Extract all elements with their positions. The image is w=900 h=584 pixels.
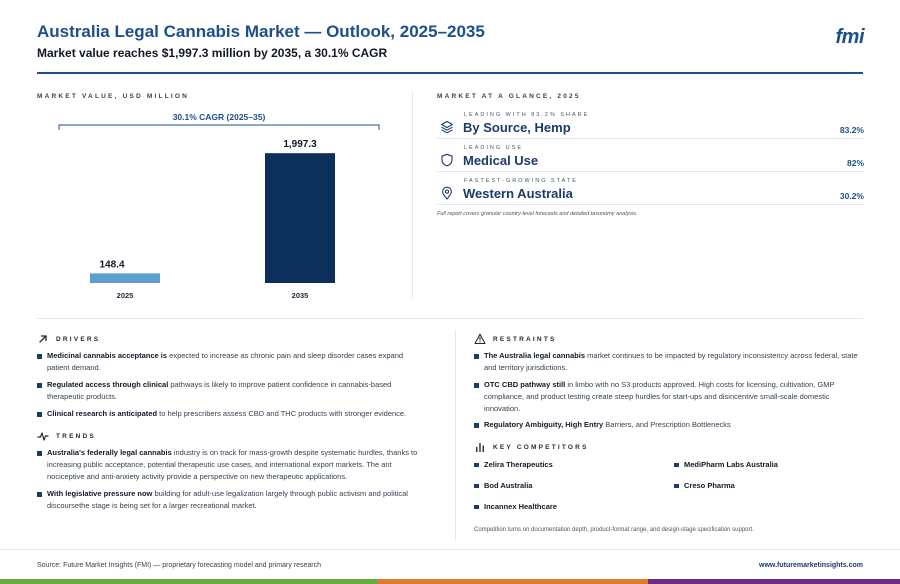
driver-item-text: expected to increase as chronic pain and…	[47, 351, 404, 373]
driver-item: Regulated access through clinical pathwa…	[37, 379, 425, 403]
shield-icon	[441, 153, 453, 167]
restraint-item: Regulatory Ambiguity, High Entry Barrier…	[474, 419, 862, 431]
data-label-2035: 1,997.3	[283, 139, 317, 150]
arrow-up-right-icon	[39, 335, 47, 343]
restraint-item-text: Barriers, and Prescription Bottlenecks	[603, 420, 731, 429]
driver-item-bold: Clinical research is anticipated	[47, 409, 158, 418]
restraint-item-bold: OTC CBD pathway still	[484, 380, 566, 389]
driver-item: Medicinal cannabis acceptance is expecte…	[37, 350, 425, 374]
glance-item-source: LEADING WITH 83.2% SHARE By Source, Hemp…	[437, 108, 864, 139]
bar-2035	[265, 153, 335, 283]
header-divider	[37, 72, 863, 74]
restraints-heading: RESTRAINTS	[474, 333, 557, 345]
trend-item: Australia's federally legal cannabis ind…	[37, 447, 425, 484]
glance-name: By Source, Hemp	[463, 120, 571, 135]
restraint-item-text: in limbo with no S3 products approved. H…	[484, 380, 835, 414]
competitor-item: MediPharm Labs Australia	[674, 460, 778, 469]
glance-value: 30.2%	[839, 191, 864, 201]
trend-item-text: building for adult-use legalization larg…	[47, 489, 408, 511]
trend-item-bold: Australia's federally legal cannabis	[47, 448, 172, 457]
restraint-item: The Australia legal cannabis market cont…	[474, 350, 862, 374]
vertical-divider	[412, 92, 413, 298]
competitors-heading-label: KEY COMPETITORS	[493, 443, 589, 451]
restraints-heading-label: RESTRAINTS	[493, 335, 557, 343]
bar-2025	[90, 273, 160, 283]
trend-item-text: industry is on track for mass-growth des…	[47, 448, 418, 482]
cagr-bracket	[58, 124, 380, 130]
footer-divider	[0, 549, 900, 550]
glance-label: MARKET AT A GLANCE, 2025	[437, 93, 581, 100]
map-pin-icon	[442, 186, 452, 200]
competitor-item: Zelira Therapeutics	[474, 460, 553, 469]
driver-item: Clinical research is anticipated to help…	[37, 408, 425, 420]
restraint-item: OTC CBD pathway still in limbo with no S…	[474, 379, 862, 416]
driver-item-bold: Medicinal cannabis acceptance is	[47, 351, 168, 360]
footer-stripe-green	[0, 579, 378, 584]
page-title: Australia Legal Cannabis Market — Outloo…	[37, 22, 485, 41]
competitor-item: Incannex Healthcare	[474, 502, 557, 511]
glance-kicker: LEADING USE	[464, 145, 523, 151]
competitor-item: Bod Australia	[474, 481, 532, 490]
trend-item: With legislative pressure now building f…	[37, 488, 425, 512]
glance-name: Western Australia	[463, 186, 573, 201]
footer-stripe-orange	[378, 579, 648, 584]
glance-value: 82%	[846, 158, 864, 168]
vertical-divider-lower	[455, 330, 456, 540]
competitors-note: Competition turns on documentation depth…	[474, 527, 754, 533]
x-tick-2025: 2025	[117, 291, 134, 300]
trends-heading: TRENDS	[37, 430, 96, 442]
glance-name: Medical Use	[463, 153, 539, 168]
glance-kicker: LEADING WITH 83.2% SHARE	[464, 112, 590, 118]
competitors-heading: KEY COMPETITORS	[474, 441, 589, 453]
driver-item-text: pathways is likely to improve patient co…	[47, 380, 392, 402]
page-subtitle: Market value reaches $1,997.3 million by…	[37, 46, 388, 60]
glance-kicker: FASTEST-GROWING STATE	[464, 178, 578, 184]
glance-value: 83.2%	[839, 125, 864, 135]
cagr-annotation: 30.1% CAGR (2025–35)	[173, 112, 266, 122]
bar-chart-icon	[476, 443, 484, 452]
fmi-logo[interactable]: fmi	[835, 26, 865, 48]
warning-icon	[474, 333, 486, 345]
data-label-2025: 148.4	[99, 259, 124, 270]
restraint-item-bold: The Australia legal cannabis	[484, 351, 586, 360]
source-note: Source: Future Market Insights (FMI) — p…	[37, 562, 321, 569]
drivers-heading: DRIVERS	[37, 333, 100, 345]
restraint-item-text: market continues to be impacted by regul…	[484, 351, 858, 373]
trends-heading-label: TRENDS	[56, 432, 96, 440]
footer-stripe-purple	[648, 579, 900, 584]
driver-item-text: to help prescribers assess CBD and THC p…	[157, 409, 407, 418]
competitor-item: Creso Pharma	[674, 481, 735, 490]
trend-pulse-icon	[37, 432, 49, 441]
market-value-chart: 30.1% CAGR (2025–35) 148.4 2025 1,997.3 2035	[58, 112, 380, 300]
glance-item-state: FASTEST-GROWING STATE Western Australia …	[437, 174, 864, 205]
horizontal-divider	[37, 318, 863, 319]
layers-icon	[440, 120, 454, 134]
drivers-heading-label: DRIVERS	[56, 335, 101, 343]
market-value-label: MARKET VALUE, USD MILLION	[37, 93, 190, 100]
trend-item-bold: With legislative pressure now	[47, 489, 153, 498]
website-link[interactable]: www.futuremarketinsights.com	[759, 562, 863, 569]
restraint-item-bold: Regulatory Ambiguity, High Entry	[484, 420, 604, 429]
driver-item-bold: Regulated access through clinical	[47, 380, 169, 389]
x-tick-2035: 2035	[292, 291, 309, 300]
glance-item-use: LEADING USE Medical Use 82%	[437, 141, 864, 172]
glance-note: Full report covers granular country-leve…	[437, 211, 638, 217]
